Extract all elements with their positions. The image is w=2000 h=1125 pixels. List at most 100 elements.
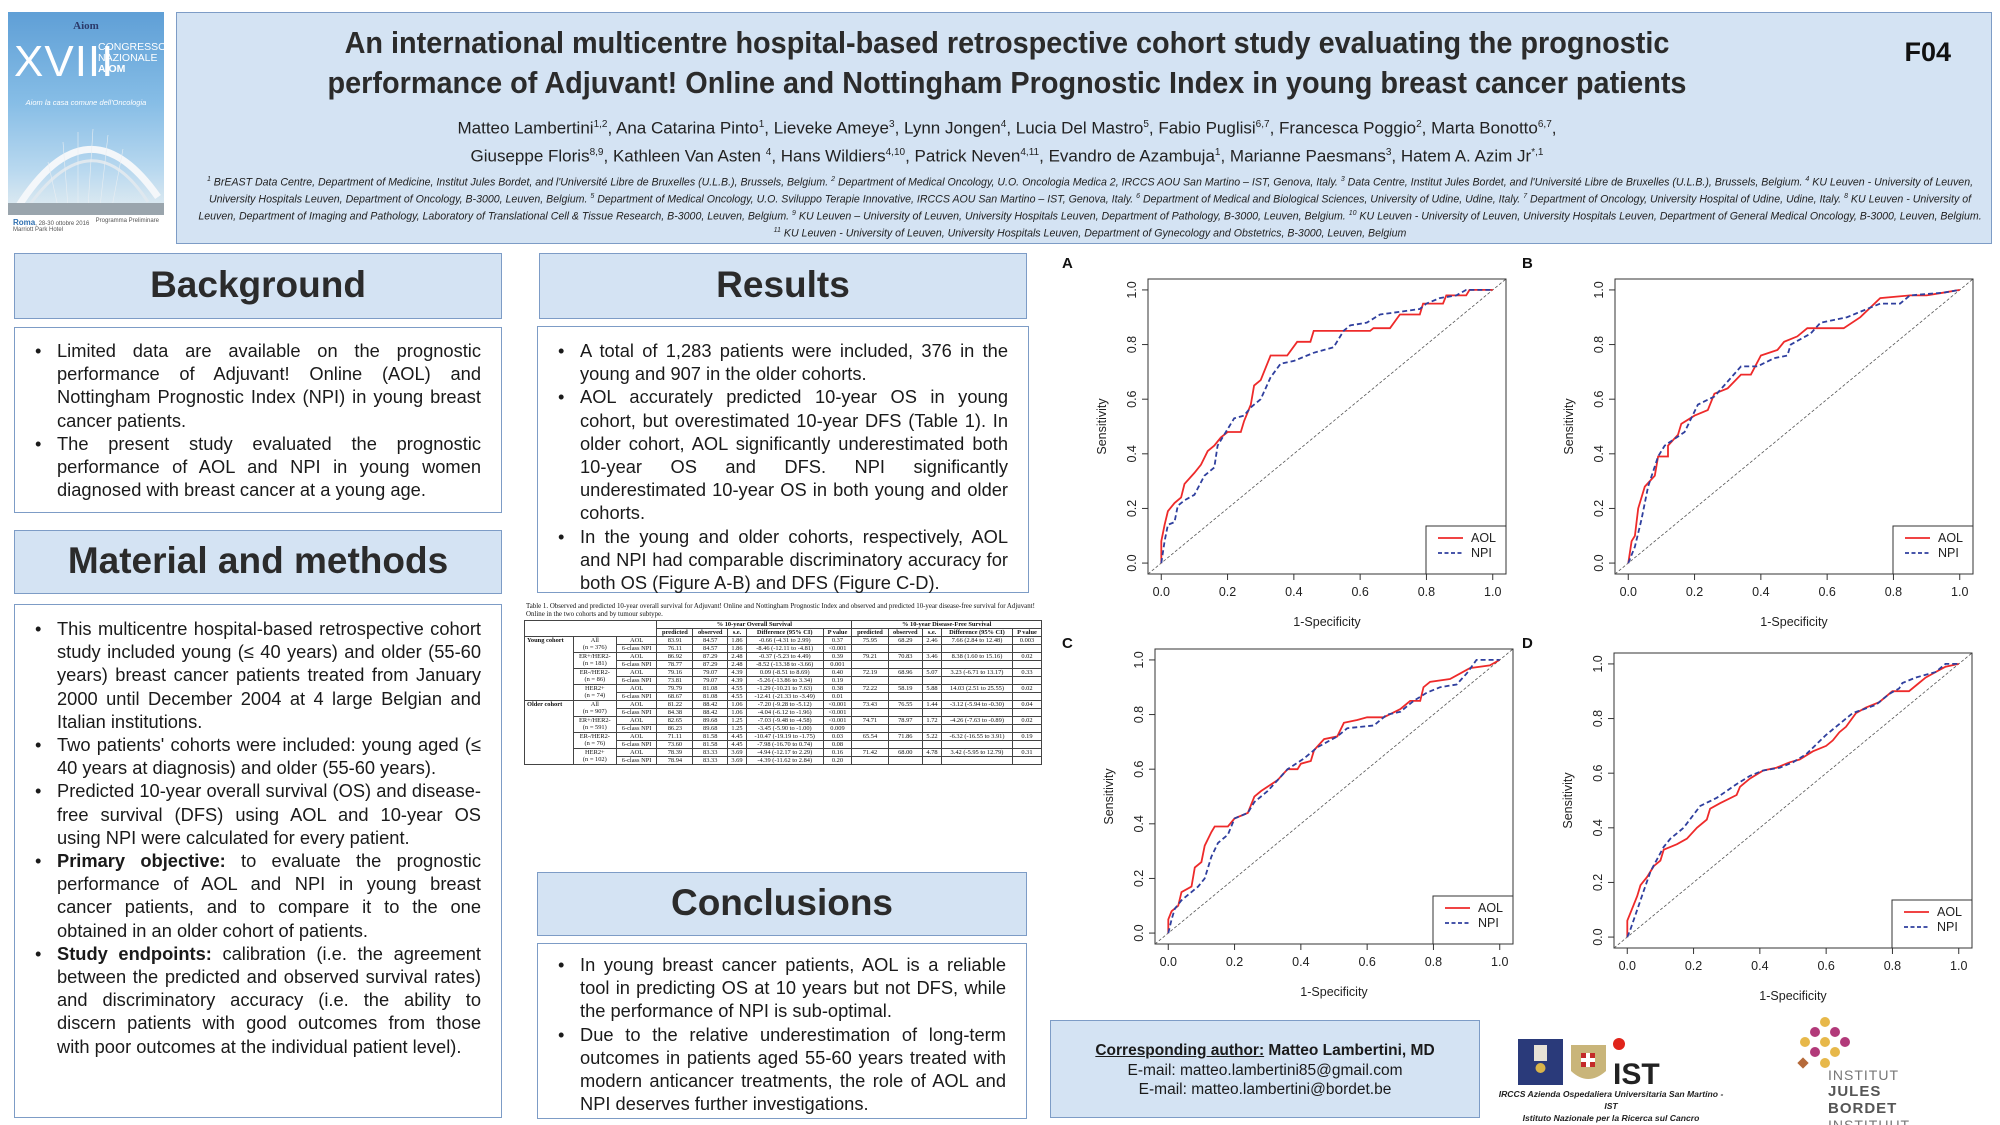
table-cell: 0.02 <box>1011 684 1043 693</box>
table-cell: -3.45 (-5.90 to -1.00) <box>745 724 824 733</box>
table-row: HER2+ (n = 102) AOL 78.39 83.33 3.69 -4.94 (-1… <box>525 748 1043 765</box>
table-cell: 58.19 <box>887 684 924 693</box>
table-cell: 68.29 <box>887 636 924 645</box>
roc-line-npi <box>1626 663 1959 938</box>
table-row: ER-/HER2- (n = 86) AOL 79.16 79.07 4.39 0.09 (… <box>525 668 1043 685</box>
table-header-row: predicted observed s.e. Difference (95% CI)… <box>525 628 1043 637</box>
title-line-1: An international multicentre hospital-ba… <box>344 25 1670 60</box>
subgroup-label: ER+/HER2- (n = 591) <box>572 716 617 733</box>
table-cell <box>851 692 889 701</box>
author-affiliation-number: 1 <box>1214 146 1221 158</box>
bordet-line-3: INSTITUUT <box>1828 1117 1911 1125</box>
table-cell: 0.001 <box>822 660 853 669</box>
table-cell: 73.43 <box>851 700 889 709</box>
table-cell <box>922 740 942 749</box>
y-axis-label: Sensitivity <box>1561 772 1575 829</box>
table-cell: -12.41 (-21.33 to -3.49) <box>745 692 824 701</box>
table-cell: 4.39 <box>727 676 747 685</box>
x-tick-label: 0.8 <box>1418 585 1435 599</box>
y-tick-label: 0.0 <box>1132 924 1146 941</box>
table-column-header: observed <box>887 628 924 637</box>
table-cell <box>887 724 924 733</box>
table-cell: 0.31 <box>1011 748 1043 757</box>
conclusions-section: In young breast cancer patients, AOL is … <box>537 943 1027 1119</box>
author-list: Matteo Lambertini1,2, Ana Catarina Pinto… <box>177 113 1837 168</box>
author-affiliation-number: 1,2 <box>593 119 608 130</box>
congress-cover-image: Aiom XVIII CONGRESSO NAZIONALE AIOM Aiom… <box>8 12 164 237</box>
y-axis-label: Sensitivity <box>1095 398 1109 455</box>
table-cell <box>887 708 924 717</box>
y-tick-label: 0.6 <box>1132 760 1146 777</box>
table-cell: 2.46 <box>922 636 942 645</box>
table-cell: -7.20 (-9.28 to -5.12) <box>745 700 824 709</box>
table-cell: 73.81 <box>656 676 694 685</box>
y-tick-label: 0.2 <box>1125 500 1139 517</box>
author-affiliation-number: 8,9 <box>589 146 604 158</box>
author-affiliation-number: 5 <box>1143 119 1149 130</box>
table-column-header: s.e. <box>922 628 942 637</box>
table-cell <box>922 660 942 669</box>
table-cell <box>851 660 889 669</box>
legend-label-npi: NPI <box>1938 546 1959 560</box>
table-cell: 82.65 <box>656 716 694 725</box>
affiliation-number: 10 <box>1348 210 1357 218</box>
y-tick-label: 0.0 <box>1591 928 1605 945</box>
legend-label-aol: AOL <box>1471 531 1496 545</box>
model-label: AOL <box>615 700 658 709</box>
author-affiliation-number: 1 <box>758 119 765 130</box>
x-tick-label: 0.0 <box>1620 585 1637 599</box>
table-cell: 68.96 <box>887 668 924 677</box>
table-cell: 87.29 <box>692 652 728 661</box>
table-cell: 79.21 <box>851 652 889 661</box>
table-cell: 0.16 <box>822 748 853 757</box>
legend-label-aol: AOL <box>1937 905 1962 919</box>
model-label: AOL <box>615 716 658 725</box>
author-affiliation-number: 2 <box>1416 119 1422 130</box>
table-cell <box>1011 644 1043 653</box>
email-bordet[interactable]: E-mail: matteo.lambertini@bordet.be <box>1138 1081 1392 1098</box>
table-cell: 78.39 <box>656 748 694 757</box>
x-tick-label: 1.0 <box>1950 959 1967 973</box>
table-cell: 1.72 <box>922 716 942 725</box>
legend-label-npi: NPI <box>1937 920 1958 934</box>
x-tick-label: 0.4 <box>1285 585 1302 599</box>
x-axis-label: 1-Specificity <box>1293 615 1361 629</box>
affiliation-text: Department of Oncology, University Hospi… <box>1527 193 1845 206</box>
congress-line3: AIOM <box>98 63 126 75</box>
roc-line-npi <box>1627 289 1960 564</box>
legend-box <box>1425 525 1507 575</box>
table-cell: 79.07 <box>692 668 728 677</box>
table-cell: 3.42 (-5.95 to 12.79) <box>941 748 1013 757</box>
poster-header: An international multicentre hospital-ba… <box>176 12 1992 244</box>
panel-label: B <box>1522 255 1533 272</box>
background-section: Limited data are available on the progno… <box>14 327 502 513</box>
x-tick-label: 0.6 <box>1817 959 1834 973</box>
x-axis-label: 1-Specificity <box>1759 989 1827 1003</box>
table-cell: 79.79 <box>656 684 694 693</box>
x-tick-label: 1.0 <box>1951 585 1968 599</box>
bullet-item: A total of 1,283 patients were included,… <box>538 339 1008 385</box>
results-section: A total of 1,283 patients were included,… <box>537 326 1029 593</box>
cohort-label: Young cohort <box>524 636 574 701</box>
email-gmail[interactable]: E-mail: matteo.lambertini85@gmail.com <box>1127 1061 1403 1079</box>
affiliation-text: KU Leuven - University of Leuven, Univer… <box>780 227 1407 240</box>
author-affiliation-number: 4,11 <box>1020 146 1040 158</box>
affiliation-text: KU Leuven - University of Leuven, Univer… <box>208 176 1974 206</box>
table-row: ER+/HER2- (n = 591) AOL 82.65 89.68 1.25 -7.03… <box>525 716 1043 733</box>
roc-chart-d: D 0.0 0.2 0.4 0.6 0.8 1.0 0.0 0.2 0.4 0.6 0.8 1.0 1-S… <box>1522 632 1992 1015</box>
table-group-header-row: % 10-year Overall Survival% 10-year Dise… <box>523 620 1042 637</box>
x-tick-label: 0.0 <box>1619 959 1636 973</box>
table-column-header: predicted <box>851 628 889 637</box>
bullet-item: Limited data are available on the progno… <box>15 339 481 432</box>
affiliation-number: 3 <box>1340 176 1345 183</box>
author-name: Matteo Lambertini <box>457 118 594 138</box>
table-cell: 89.68 <box>692 716 728 725</box>
y-tick-label: 0.8 <box>1125 336 1139 353</box>
methods-bullets: This multicentre hospital-based retrospe… <box>15 617 481 1058</box>
congress-tagline: Aiom la casa comune dell'Oncologia <box>25 98 147 107</box>
ist-wordmark: IST <box>1613 1058 1660 1089</box>
table-caption: Table 1. Observed and predicted 10-year … <box>526 603 1035 618</box>
table-cell <box>941 724 1013 733</box>
table-cell: -4.26 (-7.63 to -0.89) <box>941 716 1013 725</box>
y-tick-label: 0.8 <box>1592 336 1606 353</box>
